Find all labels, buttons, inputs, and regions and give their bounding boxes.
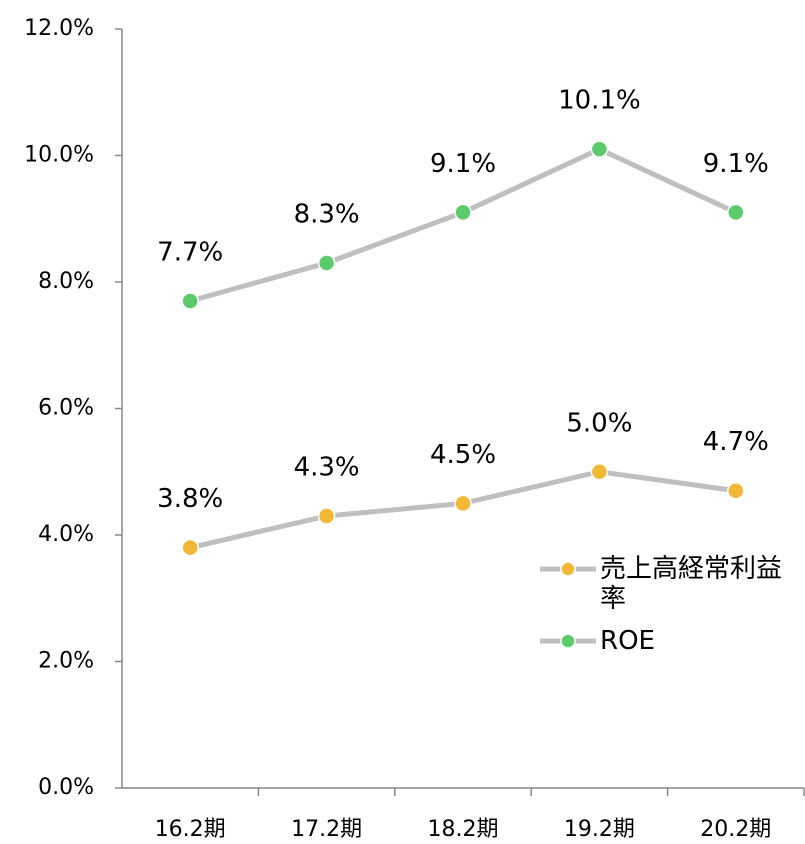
point [454, 203, 472, 222]
y-tick-label: 6.0% [38, 396, 94, 421]
point [727, 481, 745, 500]
data-label: 3.8% [157, 484, 223, 514]
legend-label: ROE [600, 626, 655, 656]
y-tick-label: 0.0% [38, 775, 94, 800]
data-label: 7.7% [157, 237, 223, 267]
y-tick-label: 4.0% [38, 522, 94, 547]
data-label: 9.1% [430, 149, 496, 179]
x-tick-label: 17.2期 [291, 817, 362, 842]
point [317, 254, 336, 272]
data-label: 5.0% [566, 408, 632, 438]
point [317, 507, 336, 525]
point [454, 494, 472, 513]
point [181, 292, 199, 310]
point [590, 140, 609, 158]
legend-marker [560, 561, 576, 577]
point [727, 203, 745, 222]
x-tick-label: 18.2期 [428, 817, 499, 842]
legend-marker [560, 633, 576, 649]
x-tick-label: 20.2期 [700, 817, 771, 842]
y-tick-label: 2.0% [38, 649, 94, 674]
data-label: 4.7% [703, 427, 769, 457]
y-tick-label: 12.0% [24, 16, 94, 41]
point [181, 538, 199, 557]
data-label: 8.3% [294, 200, 360, 230]
x-tick-label: 16.2期 [155, 817, 226, 842]
data-label: 10.1% [558, 86, 641, 116]
y-tick-label: 10.0% [24, 143, 94, 168]
legend-label: 売上高経常利益率 [600, 554, 783, 614]
point [590, 463, 609, 481]
data-label: 9.1% [703, 149, 769, 179]
data-label: 4.3% [294, 453, 360, 483]
data-label: 4.5% [430, 440, 496, 470]
y-tick-label: 8.0% [38, 269, 94, 294]
x-tick-label: 19.2期 [564, 817, 635, 842]
